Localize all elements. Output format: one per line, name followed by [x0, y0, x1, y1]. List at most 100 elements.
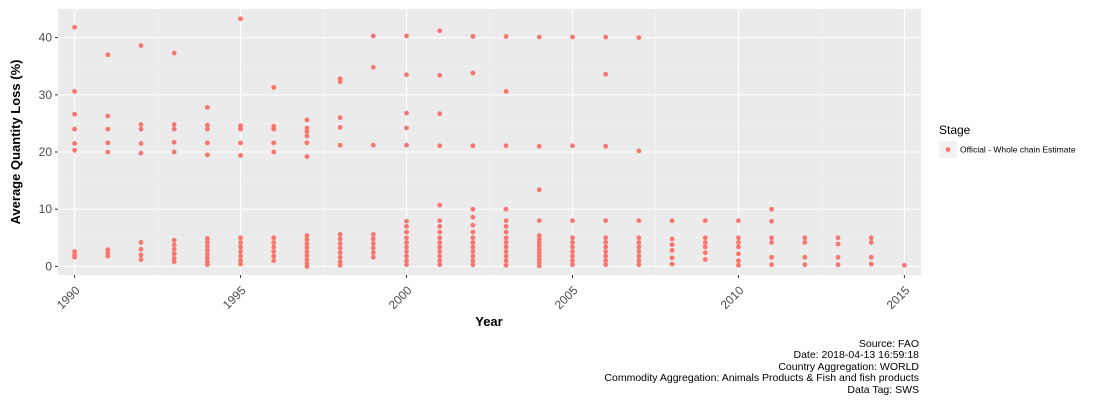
- data-point: [304, 257, 310, 262]
- data-point: [404, 244, 409, 250]
- data-point: [769, 218, 775, 224]
- data-point: [570, 218, 575, 224]
- data-point: [404, 125, 409, 131]
- data-point: [238, 16, 243, 22]
- data-point: [238, 249, 243, 254]
- data-point: [304, 129, 310, 134]
- data-point: [437, 229, 443, 235]
- data-point: [470, 258, 476, 264]
- data-point: [736, 262, 741, 268]
- data-point: [669, 218, 675, 224]
- data-point: [769, 235, 775, 241]
- data-point: [304, 253, 310, 258]
- data-point: [702, 250, 708, 256]
- data-point: [404, 262, 409, 268]
- data-point: [404, 253, 409, 259]
- data-point: [171, 259, 177, 265]
- y-tick-label: 0: [45, 259, 52, 273]
- legend-label: Official - Whole chain Estimate: [960, 145, 1076, 155]
- data-point: [702, 239, 708, 245]
- data-point: [503, 262, 509, 268]
- data-point: [105, 140, 111, 146]
- data-point: [238, 239, 243, 245]
- data-point: [404, 218, 409, 224]
- data-point: [437, 223, 443, 229]
- data-point: [271, 235, 277, 241]
- data-points: [72, 16, 907, 269]
- data-point: [271, 249, 277, 254]
- data-point: [470, 253, 476, 259]
- data-point: [105, 126, 111, 132]
- caption-date: Date: 2018-04-13 16:59:18: [793, 349, 919, 362]
- data-point: [437, 258, 443, 264]
- data-point: [72, 147, 77, 153]
- data-point: [238, 253, 243, 259]
- data-point: [204, 248, 210, 253]
- data-point: [536, 253, 542, 259]
- data-point: [304, 245, 310, 250]
- data-point: [204, 243, 210, 249]
- data-point: [204, 104, 210, 110]
- data-point: [105, 149, 111, 155]
- data-point: [72, 249, 77, 254]
- data-point: [835, 262, 841, 268]
- data-point: [437, 72, 443, 78]
- data-point: [570, 239, 575, 245]
- data-point: [72, 141, 77, 146]
- data-point: [204, 256, 210, 261]
- data-point: [171, 237, 177, 243]
- data-point: [437, 111, 443, 117]
- data-point: [171, 246, 177, 252]
- x-tick-label: 2005: [552, 283, 581, 312]
- data-point: [437, 218, 443, 224]
- data-point: [503, 249, 509, 254]
- data-point: [437, 235, 443, 241]
- data-point: [404, 142, 409, 148]
- data-point: [536, 250, 542, 256]
- data-point: [72, 88, 77, 94]
- data-point: [138, 252, 144, 258]
- data-point: [536, 218, 542, 224]
- data-point: [271, 253, 277, 259]
- data-point: [437, 253, 443, 259]
- data-point: [337, 231, 343, 237]
- data-point: [503, 235, 509, 241]
- data-point: [636, 239, 642, 245]
- data-point: [72, 111, 77, 117]
- data-point: [902, 262, 907, 268]
- data-point: [437, 202, 443, 208]
- data-point: [570, 143, 575, 149]
- data-point: [603, 71, 609, 77]
- y-axis-ticks: 0 10 20 30 40: [39, 31, 58, 273]
- data-point: [603, 235, 609, 241]
- data-point: [404, 235, 409, 241]
- y-tick-label: 20: [39, 145, 53, 159]
- x-tick-label: 2010: [718, 283, 747, 312]
- data-point: [868, 254, 874, 260]
- data-point: [570, 258, 575, 264]
- data-point: [835, 235, 841, 241]
- data-point: [636, 253, 642, 259]
- data-point: [370, 64, 376, 70]
- x-axis-ticks: 1990 1995 2000 2005 2010 2015: [54, 275, 913, 312]
- minor-gridlines: [58, 9, 921, 275]
- data-point: [736, 244, 741, 250]
- data-point: [304, 233, 310, 238]
- data-point: [337, 142, 343, 148]
- data-point: [404, 258, 409, 264]
- data-point: [636, 218, 642, 224]
- data-point: [304, 117, 310, 123]
- data-point: [736, 251, 741, 257]
- x-tick-label: 1990: [54, 283, 83, 312]
- data-point: [370, 142, 376, 148]
- data-point: [603, 143, 609, 149]
- data-point: [105, 247, 111, 253]
- data-point: [171, 126, 177, 132]
- data-point: [370, 236, 376, 242]
- data-point: [72, 126, 77, 132]
- data-point: [470, 143, 476, 149]
- data-point: [437, 262, 443, 268]
- data-point: [536, 239, 542, 245]
- x-tick-label: 2000: [386, 283, 415, 312]
- data-point: [868, 235, 874, 241]
